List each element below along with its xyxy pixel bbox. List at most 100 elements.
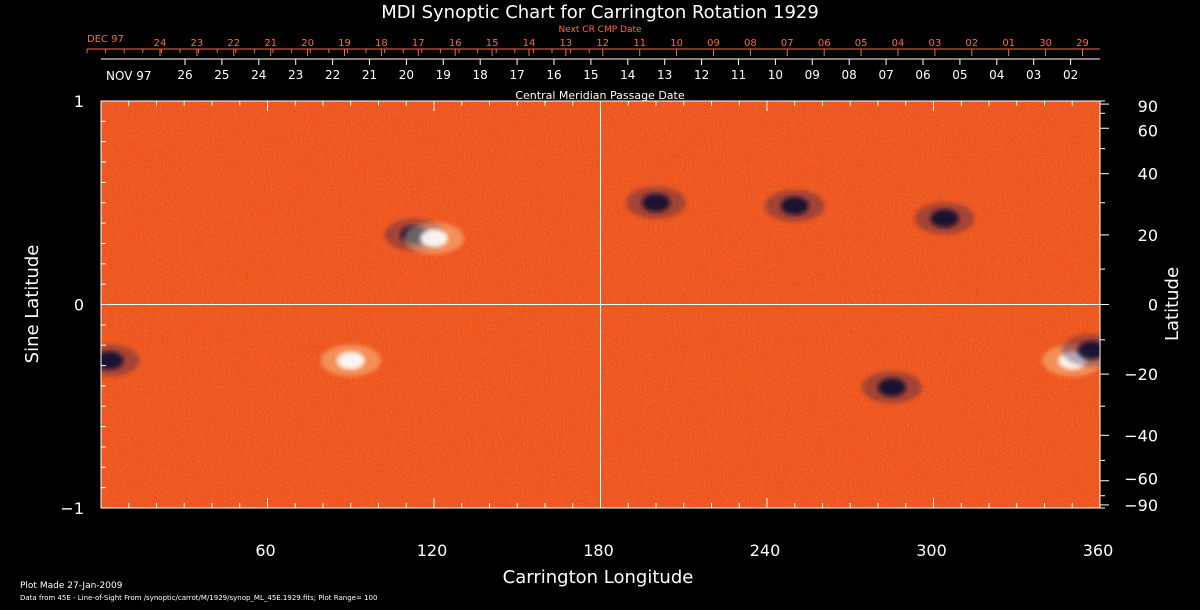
cmp-axis-tick-label: 22 [325,68,340,82]
longitude-tick-labels: 60 120 180 240 300 360 [255,541,1113,560]
cmp-axis-tick-label: 18 [473,68,488,82]
y-tick-label: 1 [74,92,84,111]
region-core [420,229,448,248]
y2-axis-label: Latitude [1162,267,1183,341]
next-axis-tick-label: 19 [338,38,351,49]
cmp-axis-tick-label: 26 [177,68,192,82]
cmp-axis-tick-label: 13 [657,68,672,82]
x-tick-label: 360 [1083,541,1114,560]
next-axis-tick-label: 05 [855,38,868,49]
cmp-axis-tick-label: 23 [288,68,303,82]
next-axis-tick-label: 22 [227,38,240,49]
cmp-axis-tick-label: 08 [842,68,857,82]
grid-lines [101,101,1100,508]
region-core [780,196,809,215]
lat-tick-label: 40 [1138,165,1158,184]
next-axis-tick-label: 16 [449,38,462,49]
cmp-axis-tick-label: 09 [805,68,820,82]
negative-polarity-region [914,202,975,235]
cmp-axis-tick-label: 15 [583,68,598,82]
y-tick-label: −1 [60,499,84,518]
y-axis-label: Sine Latitude [22,245,43,364]
cmp-axis-tick-label: 10 [768,68,783,82]
cmp-axis-tick-label: 25 [214,68,229,82]
x-tick-label: 120 [417,541,448,560]
region-core [101,351,124,370]
region-core [1077,341,1100,360]
chart-title: MDI Synoptic Chart for Carrington Rotati… [381,2,819,23]
next-axis-tick-label: 20 [301,38,314,49]
next-axis-tick-label: 12 [596,38,609,49]
next-axis-tick-label: 30 [1039,38,1052,49]
lat-tick-label: 0 [1148,296,1158,315]
negative-polarity-region [101,344,140,377]
next-month-label: DEC 97 [87,34,124,45]
negative-polarity-region [626,186,686,219]
cmp-date-axis: NOV 97 26 25 24 23 22 21 20 19 18 17 16 15 14 13 12 11 10… [101,58,1100,102]
negative-polarity-region [1061,334,1100,367]
next-axis-tick-label: 17 [412,38,425,49]
lat-tick-label: 60 [1138,121,1158,140]
cmp-axis-tick-label: 05 [952,68,967,82]
x-tick-label: 180 [583,541,614,560]
active-regions [101,186,1100,404]
lat-tick-label: −60 [1124,470,1158,489]
next-axis-tick-label: 23 [191,38,204,49]
y-tick-label: 0 [74,296,84,315]
latitude-tick-labels: 90 60 40 20 0 −20 −40 −60 −90 [1124,97,1158,515]
lat-tick-label: −90 [1124,496,1158,515]
region-core [877,378,906,397]
cmp-axis-tick-label: 17 [509,68,524,82]
region-core [336,351,365,370]
x-tick-label: 240 [750,541,781,560]
cmp-axis-tick-label: 20 [399,68,414,82]
cmp-month-label: NOV 97 [106,69,152,83]
region-core [642,193,670,212]
negative-polarity-region [861,371,922,404]
next-axis-tick-label: 18 [375,38,388,49]
cmp-axis-tick-label: 03 [1026,68,1041,82]
x-tick-label: 60 [255,541,275,560]
cmp-axis-tick-label: 06 [915,68,930,82]
next-axis-tick-label: 09 [707,38,720,49]
footer-data-source: Data from 45E - Line-of-Sight From /syno… [20,594,377,602]
region-core [930,209,959,228]
cmp-axis-tick-label: 12 [694,68,709,82]
next-cmp-date-axis: Next CR CMP Date DEC 97 24 23 22 21 20 19 18 17 16… [86,25,1100,56]
cmp-axis-title: Central Meridian Passage Date [515,89,684,102]
plot-area [101,101,1100,508]
next-axis-tick-label: 02 [965,38,978,49]
next-axis-tick-label: 10 [670,38,683,49]
cmp-axis-tick-label: 19 [436,68,451,82]
lat-tick-label: 20 [1138,226,1158,245]
lat-tick-label: −20 [1124,365,1158,384]
cmp-axis-tick-label: 11 [731,68,746,82]
lat-tick-label: 90 [1138,97,1158,116]
next-axis-tick-label: 21 [264,38,277,49]
cmp-axis-tick-label: 02 [1063,68,1078,82]
positive-polarity-region [320,344,381,377]
next-axis-tick-label: 07 [781,38,794,49]
next-axis-title: Next CR CMP Date [558,25,642,35]
cmp-axis-tick-label: 16 [546,68,561,82]
next-axis-tick-label: 04 [892,38,905,49]
next-axis-tick-label: 01 [1002,38,1015,49]
next-axis-tick-label: 15 [486,38,499,49]
next-axis-tick-label: 13 [560,38,573,49]
x-axis-label: Carrington Longitude [503,567,694,588]
axis-ticks [100,100,1109,509]
next-axis-tick-label: 08 [744,38,757,49]
x-tick-label: 300 [916,541,947,560]
cmp-axis-tick-label: 21 [362,68,377,82]
cmp-axis-tick-label: 07 [878,68,893,82]
next-axis-tick-label: 14 [523,38,536,49]
next-axis-tick-label: 29 [1076,38,1089,49]
sine-latitude-tick-labels: 1 0 −1 [60,92,84,518]
next-axis-tick-label: 06 [818,38,831,49]
lat-tick-label: −40 [1124,426,1158,445]
next-axis-tick-label: 03 [929,38,942,49]
positive-polarity-region [404,222,464,255]
cmp-axis-tick-label: 24 [251,68,266,82]
next-axis-tick-label: 11 [633,38,646,49]
